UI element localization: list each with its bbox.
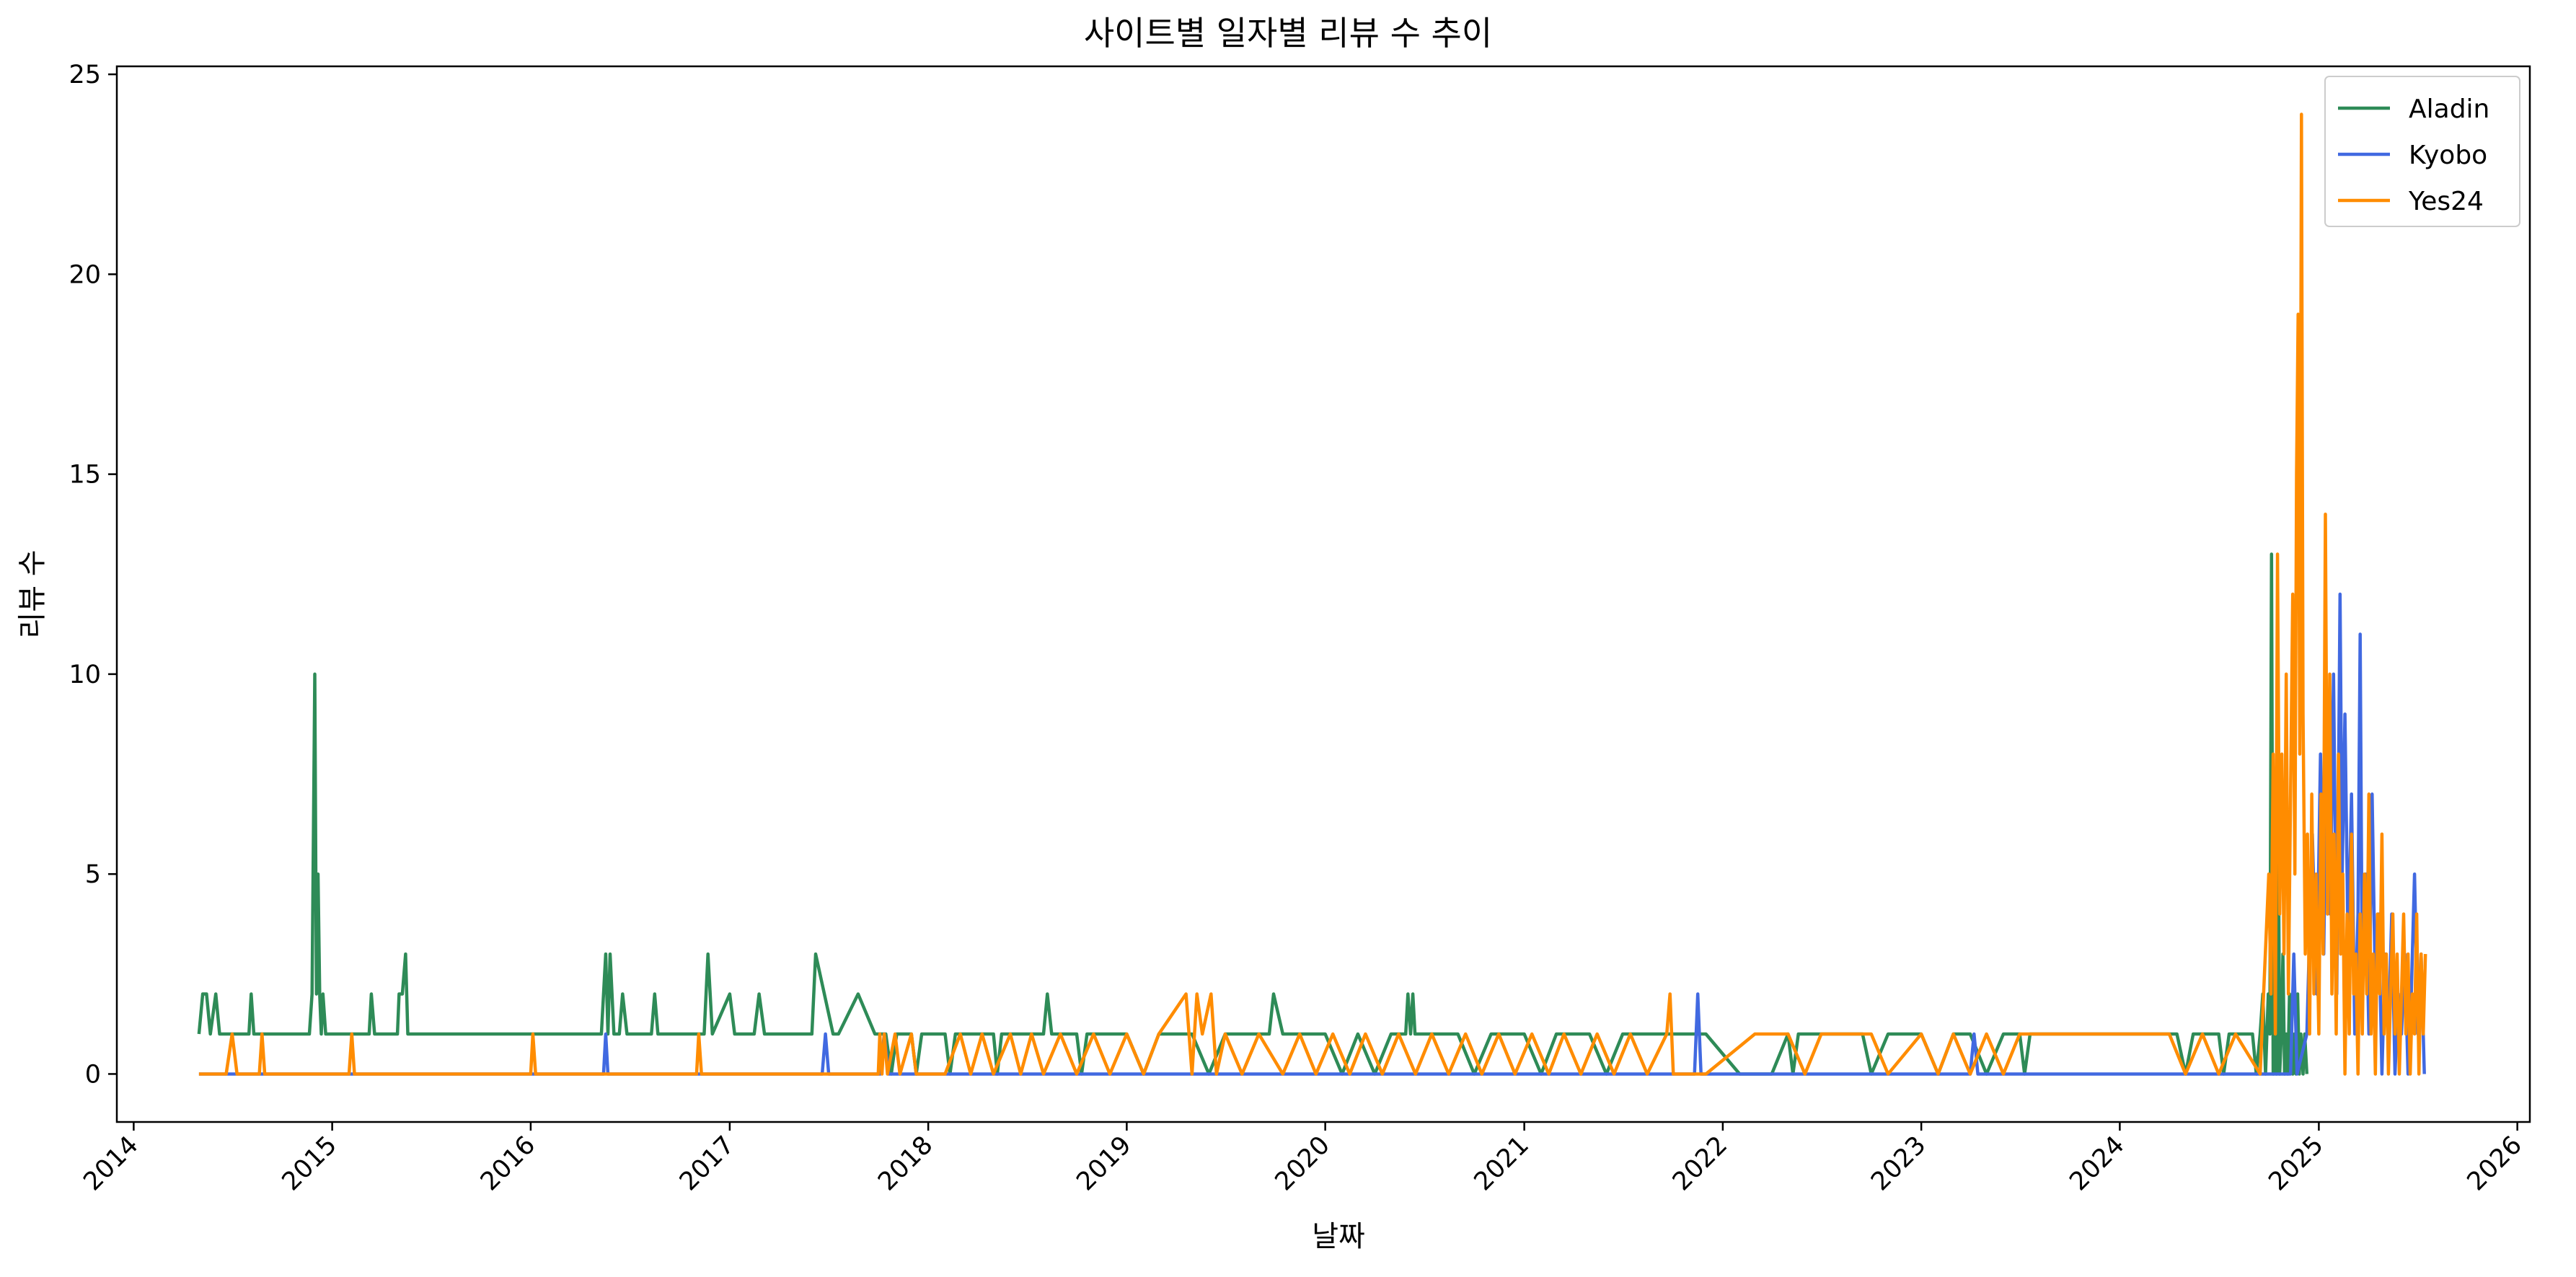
series-lines [197, 112, 2427, 1076]
x-tick-label: 2015 [277, 1131, 343, 1196]
x-tick-label: 2018 [873, 1131, 938, 1196]
legend: Aladin Kyobo Yes24 [2324, 76, 2520, 227]
plot-frame [115, 65, 2531, 1123]
x-tick-label: 2020 [1270, 1131, 1336, 1196]
legend-box [2324, 76, 2520, 227]
y-axis-label: 리뷰 수 [16, 549, 49, 638]
y-tick-label: 25 [69, 61, 101, 89]
y-axis-ticks: 0 5 10 15 20 25 [69, 61, 117, 1089]
x-tick-label: 2021 [1469, 1131, 1535, 1196]
x-tick-label: 2026 [2462, 1131, 2528, 1196]
legend-label: Yes24 [2408, 187, 2484, 216]
x-tick-label: 2017 [674, 1131, 740, 1196]
series-line-aladin [197, 552, 2309, 1076]
x-tick-label: 2014 [78, 1131, 144, 1196]
x-axis-label: 날짜 [1312, 1220, 1365, 1253]
x-tick-label: 2025 [2263, 1131, 2329, 1196]
legend-label: Kyobo [2409, 141, 2487, 170]
y-tick-label: 0 [85, 1060, 101, 1089]
legend-label: Aladin [2409, 94, 2489, 124]
chart-title: 사이트별 일자별 리뷰 수 추이 [1084, 14, 1492, 53]
y-tick-label: 20 [69, 260, 101, 289]
y-tick-label: 15 [69, 461, 101, 490]
x-tick-label: 2022 [1667, 1131, 1733, 1196]
x-tick-label: 2023 [1866, 1131, 1931, 1196]
x-tick-label: 2024 [2064, 1131, 2130, 1196]
x-tick-label: 2016 [475, 1131, 541, 1196]
x-tick-label: 2019 [1071, 1131, 1137, 1196]
y-tick-label: 10 [69, 660, 101, 689]
series-line-kyobo [198, 592, 2426, 1076]
series-line-yes24 [198, 112, 2427, 1076]
y-tick-label: 5 [85, 860, 101, 889]
x-axis-ticks: 2014 2015 2016 2017 2018 2019 2020 2021 2022 2023… [78, 1122, 2528, 1196]
